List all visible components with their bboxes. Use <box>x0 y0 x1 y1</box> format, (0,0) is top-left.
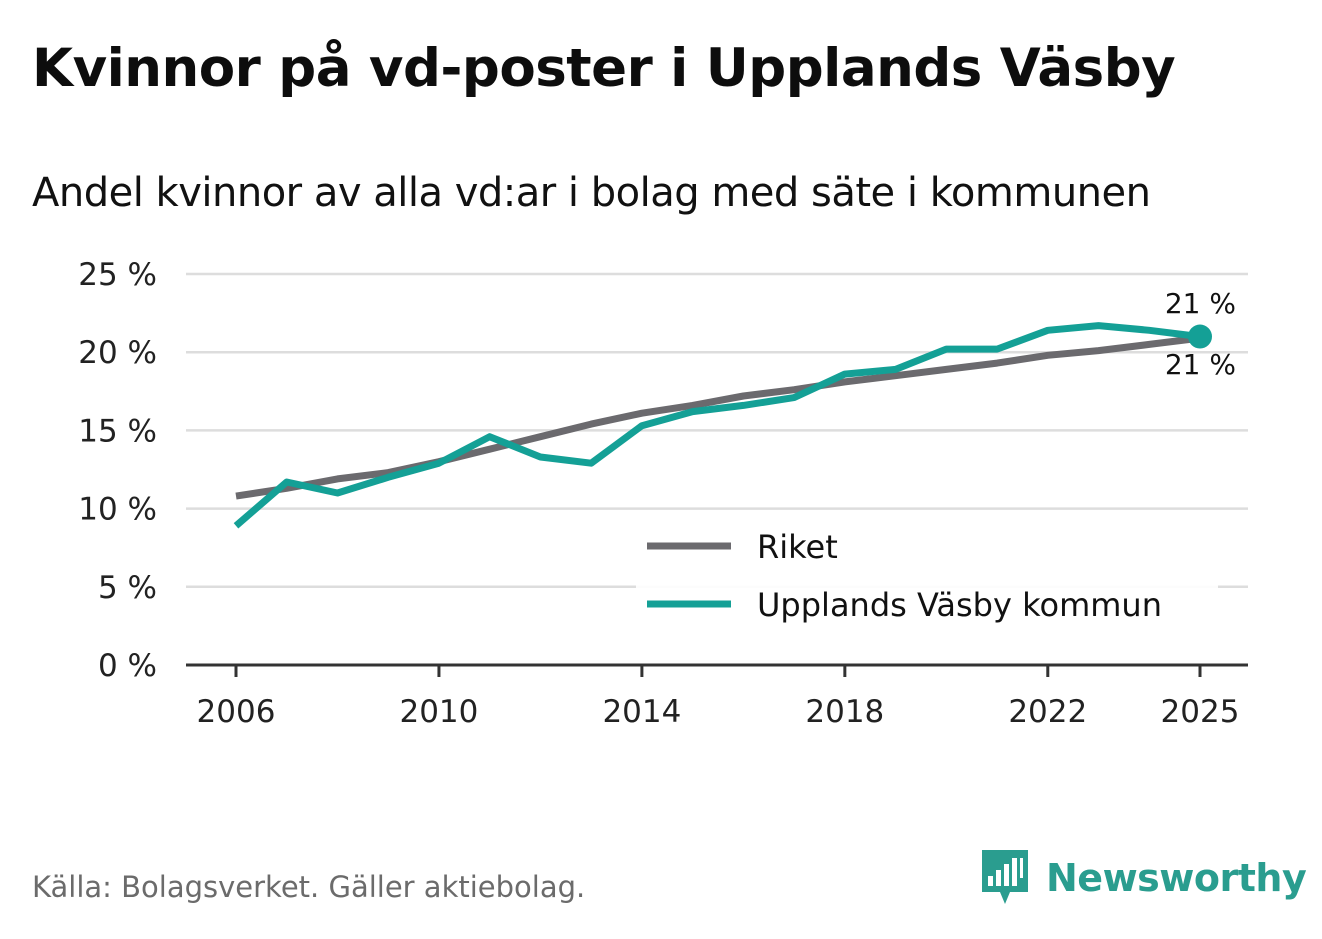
series-lines <box>233 322 1212 529</box>
legend-background <box>636 520 1218 634</box>
end-point-kommun <box>1188 324 1212 349</box>
source-note: Källa: Bolagsverket. Gäller aktiebolag. <box>32 870 586 904</box>
x-tick-label: 2018 <box>805 694 884 730</box>
y-tick-label: 15 % <box>78 413 157 449</box>
legend-label: Upplands Väsby kommun <box>757 586 1162 624</box>
x-axis: 2006 2010 2014 2018 2022 2025 <box>186 663 1248 730</box>
legend-label: Riket <box>757 528 838 566</box>
y-tick-label: 0 % <box>98 648 157 684</box>
y-tick-label: 5 % <box>98 570 157 606</box>
x-tick-label: 2025 <box>1161 694 1240 730</box>
chart-title: Kvinnor på vd-poster i Upplands Väsby <box>32 38 1176 99</box>
end-label-kommun: 21 % <box>1165 287 1236 320</box>
end-label-riket: 21 % <box>1165 348 1236 381</box>
x-tick-label: 2010 <box>399 694 478 730</box>
brand-name: Newsworthy <box>1046 856 1307 900</box>
end-labels: 21 % 21 % <box>1165 287 1236 381</box>
y-axis-ticks: 0 % 5 % 10 % 15 % 20 % 25 % <box>78 257 157 684</box>
x-tick-label: 2022 <box>1008 694 1087 730</box>
x-tick-label: 2006 <box>197 694 276 730</box>
series-line-0 <box>235 334 1201 500</box>
y-tick-label: 10 % <box>78 492 157 528</box>
brand-logo: Newsworthy <box>980 848 1307 908</box>
y-tick-label: 25 % <box>78 257 157 293</box>
y-tick-label: 20 % <box>78 335 157 371</box>
chart-subtitle: Andel kvinnor av alla vd:ar i bolag med … <box>32 170 1151 216</box>
x-tick-label: 2014 <box>602 694 681 730</box>
legend: Riket Upplands Väsby kommun <box>636 520 1218 634</box>
newsworthy-logo-icon <box>982 850 1028 904</box>
series-line-1 <box>233 322 1201 529</box>
